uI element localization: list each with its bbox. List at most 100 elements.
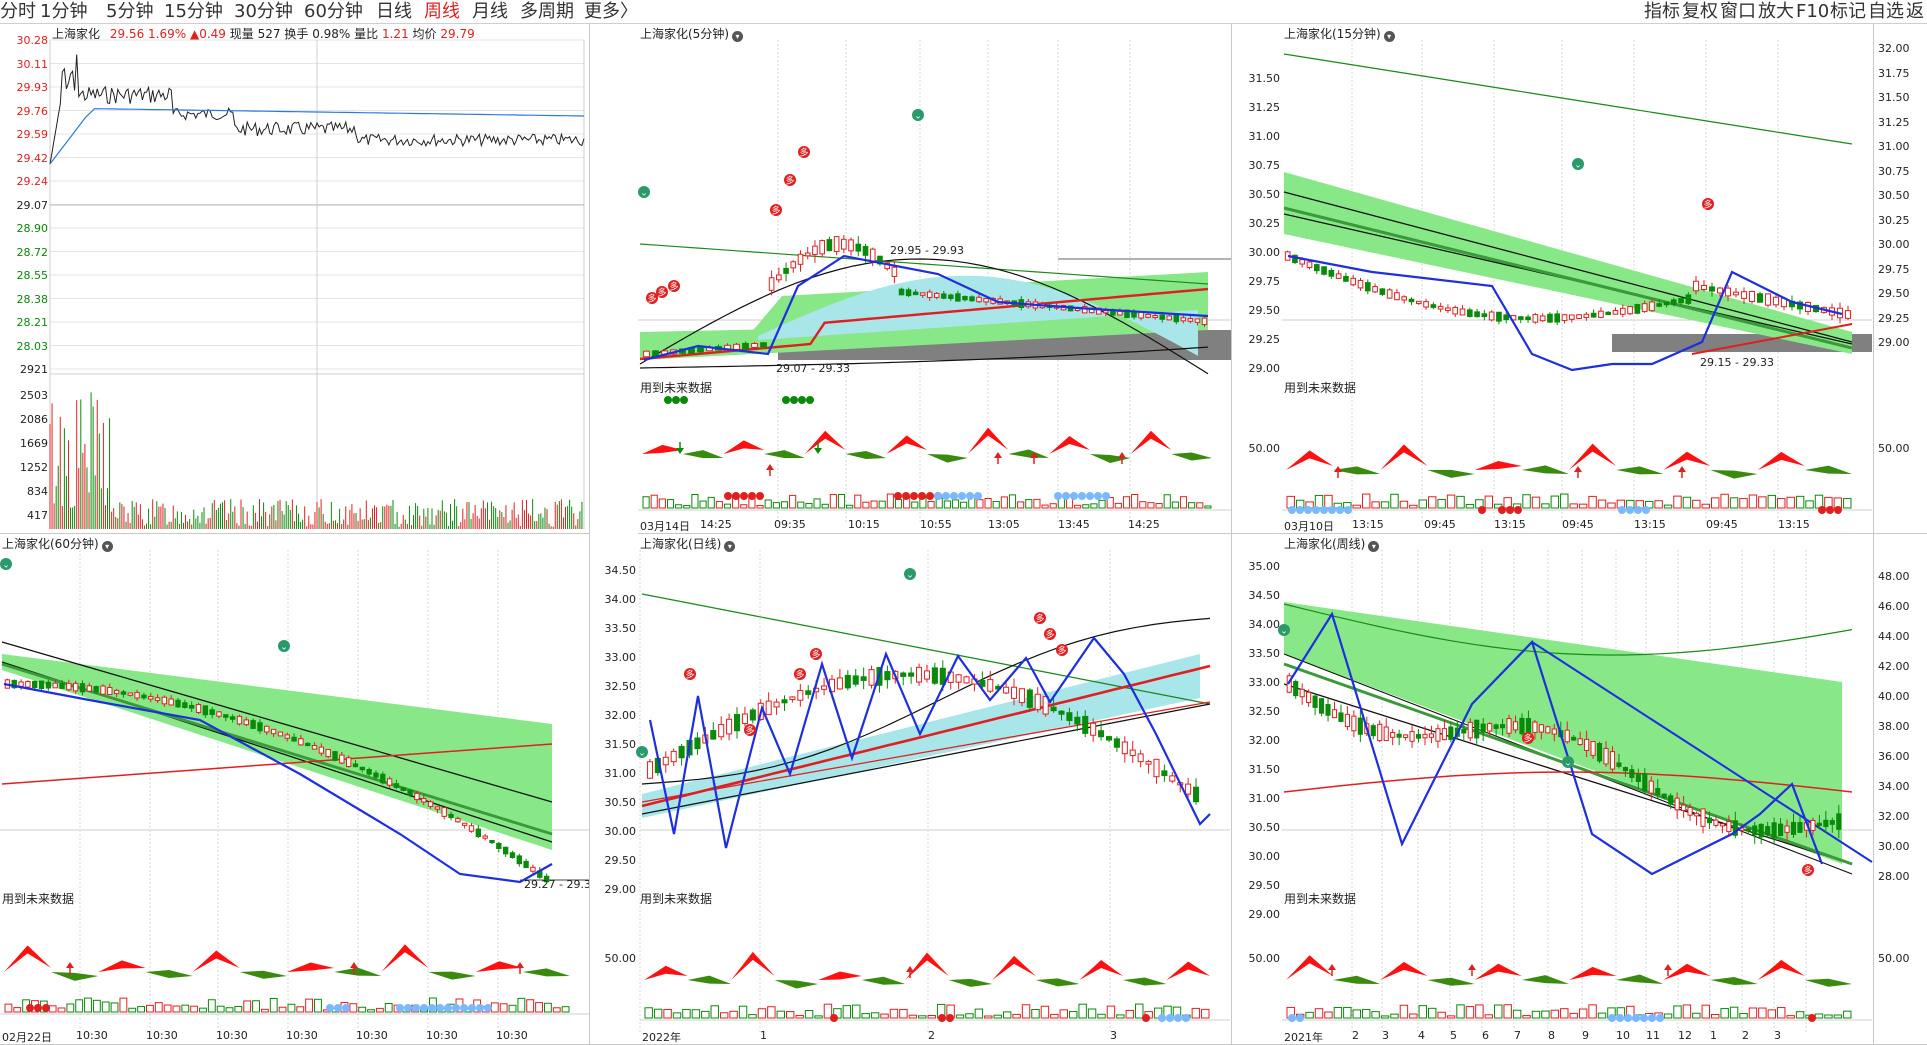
adjust-button[interactable]: 复权	[1682, 1, 1718, 22]
signal-bead	[476, 1004, 484, 1012]
period-tab-30min[interactable]: 30分钟	[234, 1, 293, 22]
candle-body	[1487, 723, 1493, 732]
volume-bar	[1682, 1004, 1692, 1019]
period-tab-weekly[interactable]: 周线	[424, 1, 460, 22]
dropdown-icon[interactable]: ▾	[1383, 31, 1395, 42]
volume-bar	[1333, 1007, 1343, 1019]
f10-button[interactable]: F10	[1796, 1, 1830, 22]
volume-bar	[1843, 1010, 1852, 1019]
candle-body	[1299, 688, 1305, 698]
volume-bar	[1711, 497, 1720, 509]
candle-body	[760, 342, 767, 348]
volume-bar	[1305, 1011, 1314, 1019]
panel-5min[interactable]: 上海家化(5分钟) ▾ 29.95 - 29.93 29.07 - 29.33 用…	[638, 24, 1232, 534]
signal-bead	[1142, 1014, 1150, 1022]
axis-tick-label: 28.38	[16, 292, 49, 306]
signal-bead	[958, 492, 966, 500]
panel-daily[interactable]: 上海家化(日线) ▾ 用到未来数据 34.50 34.00 33.50 33.00 32.…	[590, 534, 1232, 1045]
signal-bead	[798, 396, 806, 404]
signal-bead	[1054, 492, 1062, 500]
period-tab-monthly[interactable]: 月线	[472, 1, 508, 22]
indicator-button[interactable]: 指标	[1644, 1, 1680, 22]
volume-bar	[719, 1012, 729, 1019]
intraday-panel[interactable]: 上海家化 29.56 1.69% ▲0.49 现量 527 换手 0.98% 量…	[0, 24, 590, 534]
signal-bead	[946, 1014, 954, 1022]
watchlist-button[interactable]: 自选	[1868, 1, 1904, 22]
intraday-chart	[49, 39, 585, 529]
axis-tick-label: 31.75	[1878, 66, 1910, 80]
zoom-button[interactable]: 放大	[1758, 1, 1794, 22]
dropdown-icon[interactable]: ▾	[724, 541, 736, 552]
period-tab-intraday[interactable]: 分时	[0, 1, 36, 22]
panel-15min[interactable]: 上海家化(15分钟) ▾ 29.15 - 29.33 用到未来数据 31.50 31…	[1232, 24, 1874, 534]
period-tab-daily[interactable]: 日线	[376, 1, 412, 22]
candle-body	[1338, 712, 1344, 722]
oscillator-ribbon	[1474, 460, 1522, 470]
back-button[interactable]: 返回	[1906, 1, 1924, 22]
signal-bead	[1062, 492, 1070, 500]
candle-body	[270, 728, 277, 735]
candle-body	[1003, 686, 1010, 694]
candle-body	[776, 274, 782, 281]
buy-marker-glyph: 多	[1703, 199, 1712, 211]
candle-body	[789, 696, 796, 701]
axis-tick-label: 32.00	[1248, 734, 1281, 747]
volume-bar	[1017, 501, 1025, 509]
volume-bar	[1597, 1012, 1607, 1019]
candle-body	[1551, 728, 1557, 735]
candle-body	[1656, 303, 1663, 307]
time-tick-label: 5	[1450, 1029, 1457, 1042]
period-toolbar: 分时 1分钟 5分钟 15分钟 30分钟 60分钟 日线 周线 月线 多周期 更…	[0, 0, 1927, 24]
period-tab-60min[interactable]: 60分钟	[304, 1, 363, 22]
volume-bar	[1767, 494, 1777, 509]
candle-body	[1693, 812, 1700, 817]
volume-bar	[181, 1004, 190, 1013]
period-tab-multi[interactable]: 多周期	[520, 1, 574, 22]
signal-bead	[1078, 492, 1086, 500]
window-button[interactable]: 窗口	[1720, 1, 1756, 22]
signal-arrow-head	[766, 464, 774, 470]
candle-body	[202, 705, 209, 716]
time-tick-label: 10:30	[496, 1029, 528, 1042]
signal-arrow-head	[1328, 964, 1336, 970]
dropdown-icon[interactable]: ▾	[732, 31, 743, 42]
ma-black-2	[1283, 683, 1853, 865]
candle-body	[1187, 318, 1194, 322]
volume-bar	[653, 1008, 663, 1019]
axis-tick-label: 34.50	[1248, 589, 1281, 602]
candle-body	[1403, 734, 1409, 738]
dropdown-icon[interactable]: ▾	[1368, 541, 1380, 552]
period-tab-1min[interactable]: 1分钟	[40, 1, 88, 22]
panel-weekly[interactable]: 上海家化(周线) ▾ 用到未来数据 35.00 34.50 34.00 33.50 33.…	[1232, 534, 1874, 1045]
panel-60min[interactable]: 上海家化(60分钟) ▾ 29.27 - 29.3 用到未来数据 ⌄ ⌄ 02月22…	[0, 534, 590, 1045]
volume-bar	[234, 1005, 243, 1013]
period-tab-15min[interactable]: 15分钟	[164, 1, 223, 22]
volume-bar	[1409, 504, 1418, 509]
mark-button[interactable]: 标记	[1830, 1, 1866, 22]
oscillator-ribbon	[774, 980, 819, 989]
volume-bar	[190, 1005, 199, 1013]
candle-body	[836, 677, 843, 690]
candle-body	[1568, 314, 1575, 320]
future-data-note: 用到未来数据	[2, 892, 75, 906]
volume-bar	[780, 501, 789, 509]
candle-body	[332, 751, 338, 761]
candle-body	[694, 737, 701, 750]
candle-body	[11, 679, 17, 689]
buy-marker-glyph: 多	[685, 669, 694, 681]
period-tab-5min[interactable]: 5分钟	[106, 1, 154, 22]
volume-bar	[650, 494, 658, 509]
axis-tick-label: 48.00	[1878, 570, 1910, 583]
volume-bar	[1098, 499, 1106, 509]
volume-bar	[691, 1009, 701, 1019]
axis-tick-label: 32.50	[604, 680, 637, 693]
candle-body	[86, 685, 92, 692]
dropdown-icon[interactable]: ▾	[101, 541, 113, 552]
signal-bead	[724, 492, 732, 500]
time-tick-label: 10:30	[76, 1029, 108, 1042]
signal-bead	[902, 492, 910, 500]
period-tab-more[interactable]: 更多〉	[584, 1, 638, 22]
time-tick-label: 10:30	[216, 1029, 248, 1042]
time-tick-label: 2	[928, 1029, 935, 1042]
panel-weekly-title-text: 上海家化(周线)	[1284, 537, 1366, 551]
